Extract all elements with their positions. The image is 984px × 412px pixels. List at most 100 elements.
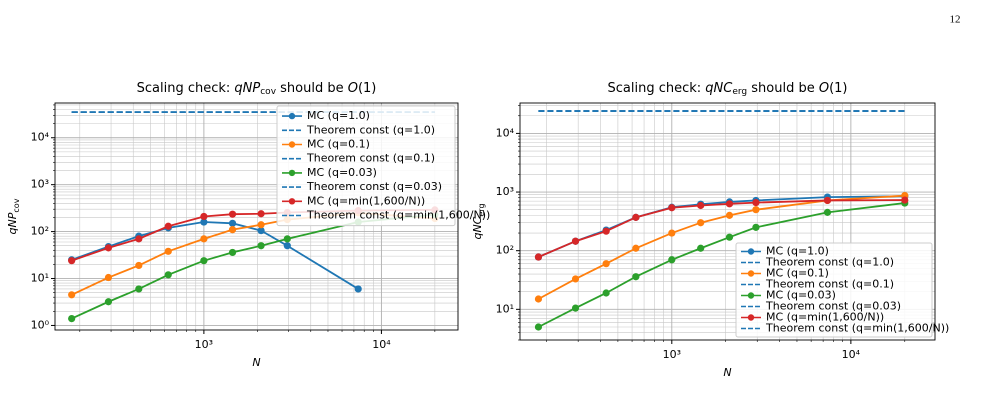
data-point (697, 244, 705, 252)
y-label-part: erg (477, 203, 486, 216)
legend-label: Theorem const (q=0.1) (765, 278, 894, 291)
data-point (697, 219, 705, 227)
data-point (725, 200, 734, 208)
data-point (257, 227, 265, 235)
legend-label: Theorem const (q=min(1,600/N)) (306, 209, 490, 222)
data-point (68, 291, 76, 299)
data-point (602, 289, 610, 297)
data-point (697, 201, 705, 210)
legend-marker (747, 314, 755, 321)
data-point (68, 257, 76, 265)
title-part: should be (747, 81, 819, 96)
plot-area (68, 111, 439, 323)
data-point (104, 273, 113, 282)
x-tick-label: 10⁴ (842, 348, 861, 361)
legend-marker (288, 141, 296, 148)
legend-label: Theorem const (q=1.0) (765, 256, 894, 269)
y-tick-label: 10² (496, 244, 514, 257)
legend-marker (288, 112, 296, 120)
title-part: Scaling check: (137, 81, 235, 96)
data-point (68, 314, 76, 323)
data-point (632, 213, 640, 221)
x-tick-label: 10³ (663, 348, 681, 361)
data-point (135, 261, 143, 270)
x-tick-label: 10³ (195, 338, 213, 351)
y-label-part: cov (12, 198, 21, 212)
title-part: O (348, 81, 358, 96)
axes-frame (54, 102, 459, 331)
data-point (901, 196, 909, 204)
data-point (571, 275, 580, 283)
y-tick-label: 10³ (496, 185, 514, 198)
legend-marker (288, 198, 296, 205)
data-point (257, 210, 265, 218)
data-point (104, 298, 113, 306)
legend-label: MC (q=min(1,600/N)) (307, 194, 425, 207)
axes-frame (519, 102, 936, 341)
data-point (228, 219, 237, 227)
data-point (200, 257, 208, 265)
legend-label: Theorem const (q=min(1,600/N)) (765, 322, 949, 335)
y-tick-label: 10¹ (31, 272, 49, 285)
y-tick-label: 10⁴ (496, 126, 515, 139)
data-point (632, 273, 640, 281)
data-point (534, 253, 543, 261)
title-part: (1) (829, 81, 847, 96)
data-point (283, 242, 291, 250)
title-part: (1) (358, 81, 376, 96)
data-point (135, 235, 143, 243)
plot-area (534, 110, 909, 331)
data-point (823, 196, 832, 205)
data-point (534, 323, 543, 331)
data-point (164, 222, 172, 230)
data-point (752, 206, 760, 214)
y-axis-label: qNCerg (471, 203, 486, 239)
title-part: erg (732, 87, 747, 97)
data-point (257, 242, 265, 250)
data-point (668, 229, 676, 237)
data-point (228, 210, 237, 218)
data-point (823, 208, 832, 216)
title-part: cov (260, 87, 276, 97)
legend-label: MC (q=1.0) (766, 245, 829, 258)
title-part: O (819, 81, 829, 96)
legend-label: MC (q=0.03) (307, 166, 377, 179)
legend-label: MC (q=0.1) (766, 267, 829, 280)
y-axis-label: qNPcov (6, 198, 21, 234)
legend-label: MC (q=0.1) (307, 138, 370, 151)
data-point (571, 237, 580, 245)
series-line (71, 213, 435, 320)
legend-marker (747, 248, 755, 255)
data-point (668, 204, 676, 212)
data-point (200, 218, 208, 226)
y-tick-label: 10² (31, 225, 49, 238)
data-point (135, 285, 143, 293)
y-tick-label: 10⁴ (31, 131, 50, 144)
data-point (752, 223, 760, 231)
data-point (602, 227, 610, 235)
x-axis-label: N (723, 366, 731, 379)
y-label-part: qNC (471, 216, 484, 239)
series-line (538, 194, 905, 300)
legend-marker (747, 270, 755, 277)
legend-label: Theorem const (q=0.1) (306, 152, 435, 165)
y-tick-label: 10¹ (496, 302, 514, 315)
legend-label: MC (q=1.0) (307, 109, 370, 122)
data-point (257, 221, 265, 229)
data-point (164, 247, 172, 255)
y-tick-label: 10⁰ (31, 318, 50, 331)
x-tick-label: 10⁴ (372, 338, 391, 351)
legend-box (276, 105, 456, 227)
y-tick-label: 10³ (31, 178, 49, 191)
data-point (228, 226, 237, 234)
data-point (602, 260, 610, 268)
x-axis-label: N (252, 356, 260, 369)
legend-marker (747, 292, 755, 299)
legend-label: MC (q=0.03) (766, 289, 836, 302)
data-point (200, 235, 208, 243)
chart-title: Scaling check: qNPcov should be O(1) (137, 81, 377, 97)
legend-label: MC (q=min(1,600/N)) (766, 311, 884, 324)
data-point (725, 211, 734, 219)
